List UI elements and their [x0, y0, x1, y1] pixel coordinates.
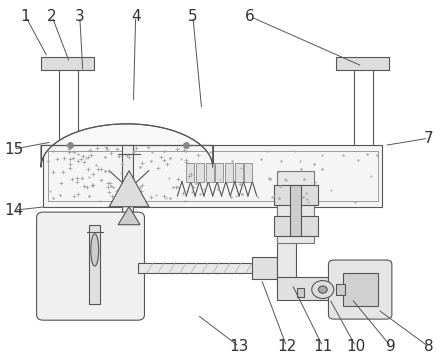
Circle shape: [319, 286, 327, 293]
Bar: [122, 146, 133, 225]
Bar: [276, 185, 296, 286]
Text: 14: 14: [4, 203, 23, 218]
Bar: [43, 146, 382, 207]
Bar: [336, 57, 389, 70]
Polygon shape: [118, 207, 140, 225]
Text: 11: 11: [313, 339, 332, 354]
Circle shape: [312, 281, 334, 299]
Text: 13: 13: [229, 339, 249, 354]
Text: 1: 1: [21, 9, 31, 24]
Bar: [336, 284, 345, 295]
Bar: [276, 171, 314, 243]
Bar: [235, 163, 243, 182]
Text: 7: 7: [424, 131, 433, 146]
Bar: [290, 185, 301, 236]
Bar: [274, 216, 319, 236]
Bar: [41, 57, 94, 70]
Bar: [276, 277, 342, 300]
Bar: [196, 163, 204, 182]
FancyBboxPatch shape: [328, 260, 392, 319]
Bar: [48, 151, 378, 201]
Bar: [245, 163, 253, 182]
Bar: [138, 262, 257, 273]
Text: 15: 15: [4, 142, 23, 156]
Text: 3: 3: [75, 9, 85, 24]
Text: 8: 8: [424, 339, 433, 354]
Bar: [274, 185, 319, 205]
Text: 6: 6: [245, 9, 255, 24]
FancyBboxPatch shape: [37, 212, 144, 320]
Text: 12: 12: [277, 339, 296, 354]
Polygon shape: [109, 171, 149, 207]
Text: 5: 5: [188, 9, 198, 24]
Text: 4: 4: [131, 9, 140, 24]
Polygon shape: [41, 124, 213, 167]
Text: 10: 10: [346, 339, 365, 354]
Bar: [253, 257, 276, 279]
Bar: [215, 163, 223, 182]
Text: 9: 9: [386, 339, 396, 354]
Bar: [187, 163, 194, 182]
Text: 2: 2: [47, 9, 57, 24]
Ellipse shape: [91, 234, 99, 266]
Bar: [206, 163, 214, 182]
Bar: [225, 163, 233, 182]
Bar: [89, 225, 101, 304]
Bar: [342, 273, 378, 306]
Bar: [297, 288, 304, 297]
